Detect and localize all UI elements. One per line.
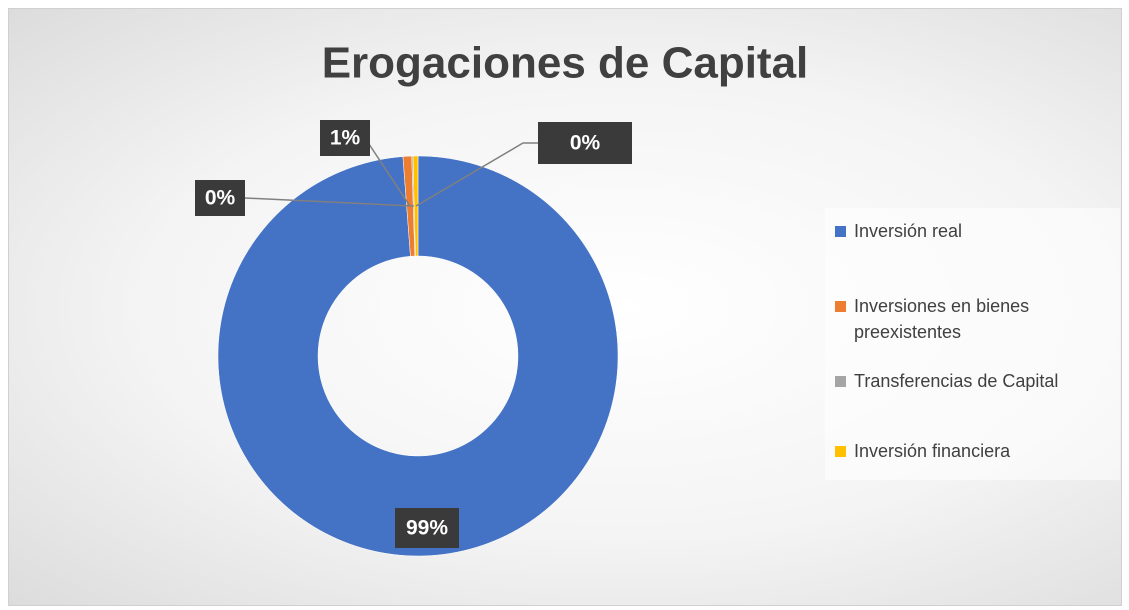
leader-line (364, 137, 411, 207)
leader-line (244, 197, 414, 207)
legend-swatch (835, 226, 846, 237)
legend: Inversión real Inversiones en bienes pree… (825, 208, 1120, 480)
legend-item: Inversiones en bienes preexistentes (835, 293, 1109, 345)
legend-item: Inversión real (835, 218, 962, 244)
data-label-box (395, 508, 459, 548)
legend-label: Inversiones en bienes preexistentes (854, 296, 1030, 342)
legend-label: Transferencias de Capital (854, 371, 1059, 391)
data-label: 1% (330, 127, 361, 150)
data-label-box (538, 122, 632, 164)
legend-item: Inversión financiera (835, 438, 1010, 464)
leader-line (415, 142, 538, 207)
donut-slice (412, 155, 419, 257)
legend-item: Transferencias de Capital (835, 368, 1058, 394)
chart-title: Erogaciones de Capital (322, 39, 809, 88)
legend-label: Inversión financiera (854, 441, 1011, 461)
data-label: 0% (570, 132, 601, 155)
data-label: 99% (406, 517, 448, 540)
legend-label: Inversión real (854, 221, 963, 241)
legend-swatch (835, 446, 846, 457)
donut-slice (217, 155, 619, 557)
data-label-box (320, 120, 370, 156)
data-label: 0% (205, 187, 236, 210)
legend-swatch (835, 376, 846, 387)
data-label-box (195, 180, 245, 216)
legend-swatch (835, 301, 846, 312)
